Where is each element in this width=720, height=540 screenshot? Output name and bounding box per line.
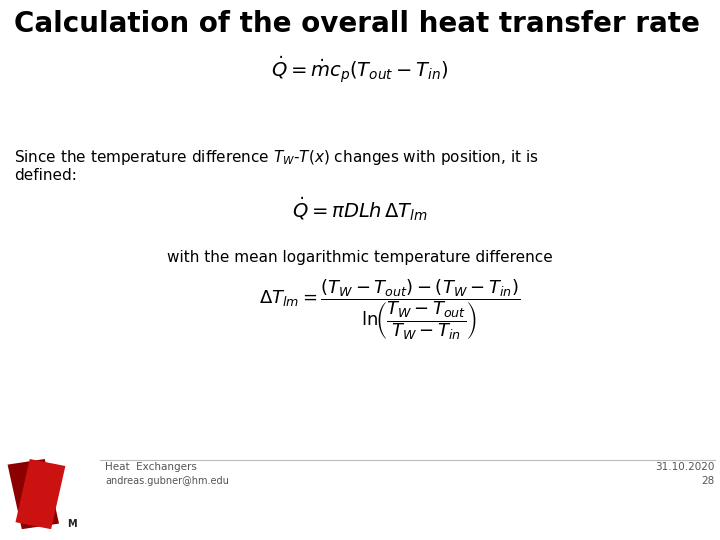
Text: 31.10.2020: 31.10.2020 [656,462,715,472]
Text: defined:: defined: [14,168,77,183]
Text: $\Delta T_{lm} = \dfrac{\left(T_W - T_{out}\right) - \left(T_W - T_{in}\right)}{: $\Delta T_{lm} = \dfrac{\left(T_W - T_{o… [259,278,521,342]
Text: $\dot{Q} = \pi DLh \, \Delta T_{lm}$: $\dot{Q} = \pi DLh \, \Delta T_{lm}$ [292,195,428,223]
Text: Since the temperature difference $T_W$-$T(x)$ changes with position, it is: Since the temperature difference $T_W$-$… [14,148,539,167]
Polygon shape [16,459,66,529]
Text: andreas.gubner@hm.edu: andreas.gubner@hm.edu [105,476,229,486]
Text: $\dot{Q} = \dot{m}c_p\left(T_{out} - T_{in}\right)$: $\dot{Q} = \dot{m}c_p\left(T_{out} - T_{… [271,55,449,86]
Text: Heat  Exchangers: Heat Exchangers [105,462,197,472]
Polygon shape [7,459,59,529]
Text: with the mean logarithmic temperature difference: with the mean logarithmic temperature di… [167,250,553,265]
Text: Calculation of the overall heat transfer rate: Calculation of the overall heat transfer… [14,10,700,38]
Text: M: M [67,519,76,529]
Text: 28: 28 [702,476,715,486]
